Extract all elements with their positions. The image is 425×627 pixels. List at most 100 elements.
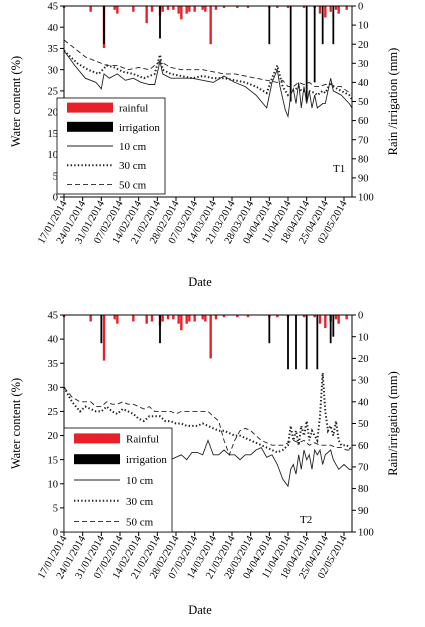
irrigation-bar xyxy=(159,315,161,344)
y-tick-label: 20 xyxy=(48,431,59,442)
rain-bar xyxy=(337,315,340,324)
rain-bar xyxy=(145,315,148,324)
rain-bar xyxy=(302,315,306,318)
rain-bar xyxy=(236,6,239,8)
right-axis-ticks: 0 10 20 30 40 50 60 70 80 90 100 xyxy=(352,311,374,539)
series-line-10-cm xyxy=(63,50,353,119)
y-tick-label: 5 xyxy=(53,171,58,182)
legend-label: 10 cm xyxy=(119,141,147,153)
y2-tick-label: 30 xyxy=(358,59,369,70)
y-tick-label: 25 xyxy=(48,407,59,418)
rain-bar xyxy=(193,6,196,12)
y2-tick-label: 100 xyxy=(358,528,374,539)
y2-tick-label: 30 xyxy=(358,376,369,387)
rain-bar xyxy=(222,6,226,8)
rain-bar xyxy=(132,315,135,322)
y2-tick-label: 90 xyxy=(358,506,369,517)
rain-bar xyxy=(337,6,340,14)
y-axis-label: Water content (%) xyxy=(9,378,23,469)
x-axis-label: Date xyxy=(188,275,212,289)
rain-bar xyxy=(201,315,204,320)
irrigation-bar xyxy=(295,315,297,370)
rain-bar xyxy=(113,6,116,10)
rain-bar xyxy=(302,6,306,8)
y-tick-label: 5 xyxy=(53,503,58,514)
legend-label: 30 cm xyxy=(126,496,154,508)
irrigation-bar xyxy=(100,315,103,344)
y-axis-label: Water content (%) xyxy=(9,56,23,147)
y2-tick-label: 100 xyxy=(358,193,374,204)
y2-tick-label: 90 xyxy=(358,174,369,185)
rain-bars xyxy=(62,6,348,49)
irrigation-bar xyxy=(287,315,289,370)
y-tick-label: 35 xyxy=(48,44,59,55)
legend-swatch xyxy=(67,102,113,113)
y2-tick-label: 50 xyxy=(358,97,369,108)
rain-bar xyxy=(180,6,183,20)
rain-bar xyxy=(145,6,148,24)
irrigation-bar xyxy=(305,6,308,102)
rain-bar xyxy=(246,315,250,318)
series-lines xyxy=(63,39,353,119)
rain-bar xyxy=(102,315,106,361)
rain-bar xyxy=(204,6,207,12)
rain-bar xyxy=(132,6,135,12)
y2-tick-label: 70 xyxy=(358,135,369,146)
rain-bar xyxy=(185,315,188,324)
legend-label: 50 cm xyxy=(126,517,154,529)
legend-label: irrigation xyxy=(119,122,160,134)
legend: Rainful irrigation 10 cm 30 cm 50 cm xyxy=(63,427,173,533)
y-tick-label: 45 xyxy=(48,311,59,322)
legend-label: Rainful xyxy=(126,433,159,445)
rain-bar xyxy=(185,6,188,14)
x-axis-ticks: 17/01/201424/01/201431/01/201407/02/2014… xyxy=(36,197,350,246)
rain-bar xyxy=(172,6,175,10)
rain-bar xyxy=(318,6,322,14)
y-tick-label: 25 xyxy=(48,86,59,97)
irrigation-bar xyxy=(329,315,332,344)
rain-bar xyxy=(334,6,338,10)
y2-tick-label: 70 xyxy=(358,463,369,474)
y-tick-label: 45 xyxy=(48,2,59,13)
y2-tick-label: 20 xyxy=(358,40,369,51)
right-axis-ticks: 0 10 20 30 40 50 60 70 80 90 100 xyxy=(352,2,374,204)
irrigation-bar xyxy=(332,315,335,337)
legend-swatch xyxy=(74,454,120,465)
rain-bar xyxy=(204,315,207,322)
rain-bar xyxy=(113,315,116,320)
y2-tick-label: 20 xyxy=(358,354,369,365)
irrigation-bar xyxy=(103,6,105,45)
rain-bar xyxy=(150,315,154,322)
rain-bar xyxy=(276,315,279,318)
y2-tick-label: 0 xyxy=(358,2,363,13)
panel-label: T1 xyxy=(333,163,345,175)
rain-bar xyxy=(177,6,180,14)
rain-bar xyxy=(116,315,119,324)
y-tick-label: 30 xyxy=(48,65,59,76)
legend: rainful irrigation 10 cm 30 cm 50 cm xyxy=(56,97,166,195)
y2-tick-label: 0 xyxy=(358,311,363,322)
y2-tick-label: 80 xyxy=(358,154,369,165)
irrigation-bar xyxy=(268,6,271,45)
legend-label: 30 cm xyxy=(119,160,147,172)
y-tick-label: 15 xyxy=(48,129,59,140)
rain-bar xyxy=(276,6,279,8)
rain-bar xyxy=(161,315,164,322)
rain-bar xyxy=(89,315,92,322)
y-tick-label: 30 xyxy=(48,383,59,394)
y-tick-label: 0 xyxy=(53,528,58,539)
irrigation-bar xyxy=(332,6,335,45)
rain-bar xyxy=(222,315,226,318)
legend-swatch xyxy=(67,121,113,132)
rain-bar xyxy=(214,6,218,10)
rain-bar xyxy=(209,315,212,359)
rain-bar xyxy=(318,315,322,324)
rain-bar xyxy=(214,315,218,320)
rain-bar xyxy=(209,6,212,45)
y2-axis-label: Rain /irrigation (mm) xyxy=(386,48,400,156)
irrigation-bar xyxy=(316,315,319,370)
rain-bar xyxy=(116,6,119,14)
rain-bar xyxy=(150,6,154,12)
